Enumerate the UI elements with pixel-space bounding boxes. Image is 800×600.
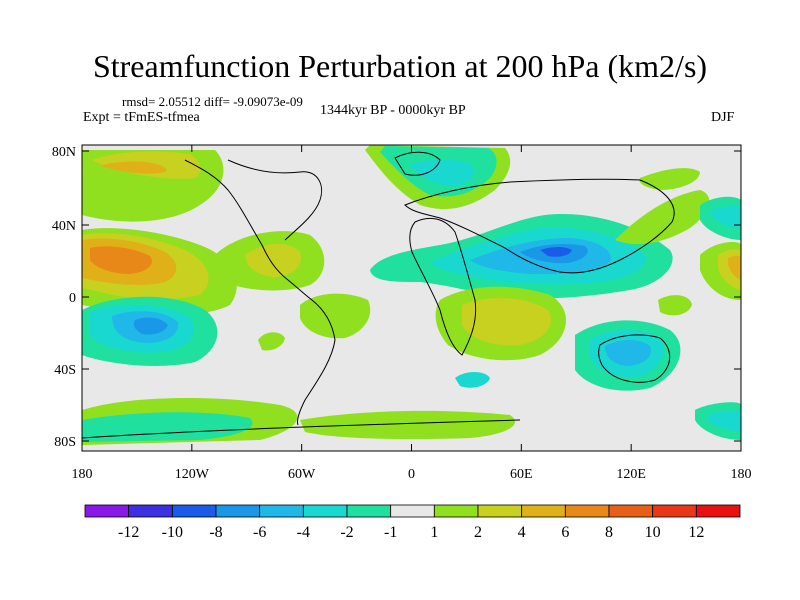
contour-dblue-spac [133,317,168,335]
colorbar-swatch [652,504,697,518]
colorbar-swatch [128,504,173,518]
colorbar-label: 12 [688,524,704,541]
colorbar-swatch [608,504,654,518]
colorbar-swatch [695,504,741,518]
period-line: 1344kyr BP - 0000kyr BP [320,103,466,118]
colorbar-label: 4 [518,524,526,541]
coast-canada [227,159,323,241]
contour-cyan-sind [455,372,490,388]
colorbar-swatch [521,504,566,518]
colorbar-label: -12 [118,524,139,541]
colorbar-label: 2 [474,524,482,541]
contour-teal-so-w [82,412,253,442]
colorbar-label: 6 [561,524,569,541]
colorbar-label: 10 [645,524,661,541]
colorbar-swatch [433,504,479,518]
coast-australia [598,334,670,383]
colorbar-label: 1 [430,524,438,541]
contour-cyan-natl [410,159,474,187]
contour-green-so-c [300,410,516,440]
experiment-line: Expt = tFmES-tfmea [83,110,200,125]
lon-tick-label: 120E [616,467,646,482]
colorbar: -12 -10 -8 -6 -4 -2 -1 1 2 4 6 8 10 12 [84,504,741,541]
lat-tick-label: 40S [54,363,76,378]
colorbar-label: -2 [340,524,353,541]
lon-tick-label: 180 [731,467,752,482]
contour-yellow-sind [462,298,551,346]
lon-tick-label: 60W [288,467,316,482]
contour-orange-npac [100,161,167,174]
contour-core-asia [540,247,572,257]
contour-green-siberia [639,168,700,190]
contour-green-sam [258,332,285,351]
contour-orange-re [728,255,741,280]
colorbar-label: 8 [605,524,613,541]
lon-tick-label: 180 [72,467,93,482]
lon-tick-label: 0 [408,467,415,482]
colorbar-swatch [346,504,392,518]
colorbar-label: -6 [253,524,266,541]
season-label: DJF [711,110,735,125]
lon-tick-label: 60E [510,467,533,482]
lat-tick-label: 40N [52,219,76,234]
colorbar-label: -10 [162,524,183,541]
stats-line: rmsd= 2.05512 diff= -9.09073e-09 [122,94,303,109]
colorbar-label: -1 [384,524,397,541]
contour-cyan-so-e [708,410,741,432]
contour-yellow-carib [245,244,301,277]
colorbar-swatch [259,504,304,518]
colorbar-swatch [302,504,348,518]
colorbar-swatch [564,504,610,518]
lat-tick-label: 80S [54,435,76,450]
coast-greenland [394,151,441,176]
contour-field [82,145,741,451]
colorbar-swatch [171,504,217,518]
contour-blue-aus [605,340,651,366]
contour-green-nepac [615,190,710,245]
plot-title: Streamfunction Perturbation at 200 hPa (… [92,48,708,84]
lon-tick-label: 120W [175,467,210,482]
coast-eurasia [404,178,675,274]
coast-antarctica [82,419,521,439]
colorbar-label: -4 [297,524,310,541]
lat-axis: 80N 40N 0 40S 80S [52,145,741,450]
coastlines [82,151,675,439]
colorbar-swatch [390,504,435,518]
coast-americas [184,159,336,426]
coast-africa [409,217,477,356]
colorbar-swatch [477,504,523,518]
colorbar-label: -8 [209,524,222,541]
lat-tick-label: 80N [52,145,76,160]
contour-green-wpac [658,295,692,316]
lat-tick-label: 0 [69,291,76,306]
lon-axis: 180 120W 60W 0 60E 120E 180 [72,145,752,482]
colorbar-swatch [84,504,130,518]
contour-cyan-ne [712,205,741,228]
colorbar-swatch [215,504,261,518]
contour-dorange-spac [90,246,152,274]
